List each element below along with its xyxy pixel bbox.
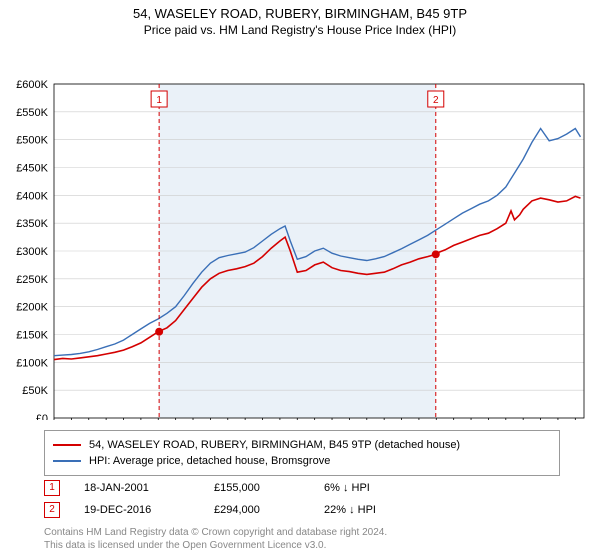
svg-text:£50K: £50K bbox=[22, 386, 48, 398]
legend-swatch bbox=[53, 444, 81, 446]
footer-line: This data is licensed under the Open Gov… bbox=[44, 539, 560, 552]
svg-text:£350K: £350K bbox=[16, 219, 48, 231]
legend-row: 54, WASELEY ROAD, RUBERY, BIRMINGHAM, B4… bbox=[53, 437, 551, 453]
line-chart: £0 £50K £100K £150K £200K £250K £300K £350K £400… bbox=[0, 38, 600, 420]
svg-text:£100K: £100K bbox=[16, 358, 48, 370]
transaction-badge: 2 bbox=[44, 502, 60, 518]
footer: Contains HM Land Registry data © Crown c… bbox=[44, 526, 560, 552]
transaction-badge: 1 bbox=[44, 480, 60, 496]
svg-text:£450K: £450K bbox=[16, 163, 48, 175]
transaction-row: 1 18-JAN-2001 £155,000 6% ↓ HPI bbox=[44, 480, 560, 496]
chart-container: 54, WASELEY ROAD, RUBERY, BIRMINGHAM, B4… bbox=[0, 0, 600, 560]
svg-text:£200K: £200K bbox=[16, 302, 48, 314]
transaction-delta: 6% ↓ HPI bbox=[324, 482, 370, 494]
svg-text:2: 2 bbox=[433, 95, 439, 106]
chart-subtitle: Price paid vs. HM Land Registry's House … bbox=[0, 23, 600, 39]
svg-text:£500K: £500K bbox=[16, 135, 48, 147]
transaction-delta: 22% ↓ HPI bbox=[324, 504, 376, 516]
svg-text:£0: £0 bbox=[36, 413, 48, 420]
svg-text:£300K: £300K bbox=[16, 246, 48, 258]
svg-text:£150K: £150K bbox=[16, 330, 48, 342]
svg-text:1: 1 bbox=[156, 95, 162, 106]
transaction-date: 19-DEC-2016 bbox=[84, 504, 214, 516]
transaction-date: 18-JAN-2001 bbox=[84, 482, 214, 494]
transaction-price: £155,000 bbox=[214, 482, 324, 494]
transaction-price: £294,000 bbox=[214, 504, 324, 516]
legend-swatch bbox=[53, 460, 81, 462]
legend-label: 54, WASELEY ROAD, RUBERY, BIRMINGHAM, B4… bbox=[89, 439, 460, 451]
svg-text:£250K: £250K bbox=[16, 274, 48, 286]
svg-text:£600K: £600K bbox=[16, 79, 48, 91]
legend-label: HPI: Average price, detached house, Brom… bbox=[89, 455, 330, 467]
transaction-row: 2 19-DEC-2016 £294,000 22% ↓ HPI bbox=[44, 502, 560, 518]
chart-title: 54, WASELEY ROAD, RUBERY, BIRMINGHAM, B4… bbox=[0, 0, 600, 23]
svg-text:£550K: £550K bbox=[16, 107, 48, 119]
legend: 54, WASELEY ROAD, RUBERY, BIRMINGHAM, B4… bbox=[44, 430, 560, 476]
legend-row: HPI: Average price, detached house, Brom… bbox=[53, 453, 551, 469]
footer-line: Contains HM Land Registry data © Crown c… bbox=[44, 526, 560, 539]
svg-text:£400K: £400K bbox=[16, 191, 48, 203]
